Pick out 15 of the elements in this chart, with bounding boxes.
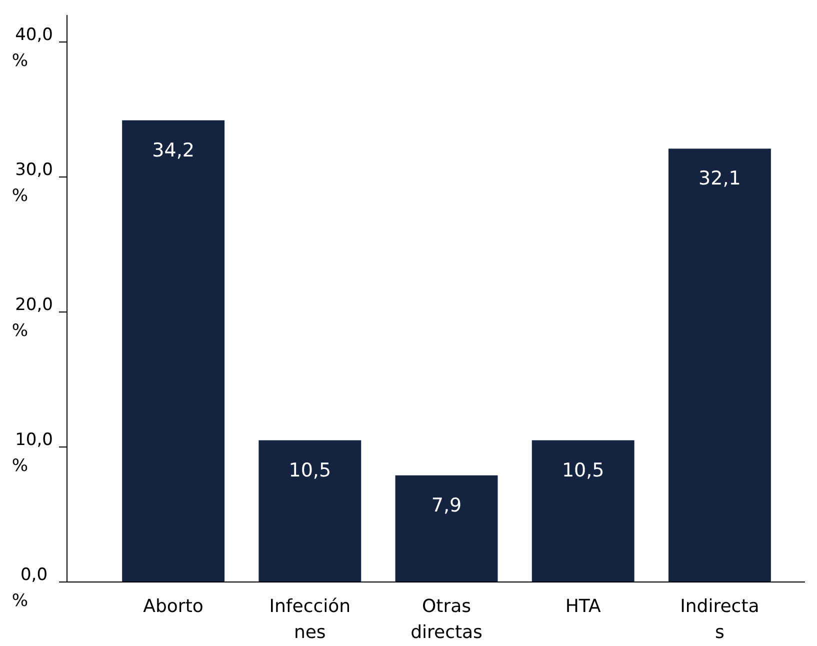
data-label: 32,1 <box>698 168 741 190</box>
x-tick-label: HTA <box>565 596 602 617</box>
data-label: 34,2 <box>152 139 194 162</box>
x-tick-label: Infección nes <box>269 596 351 643</box>
y-tick-label: 20,0 % <box>12 295 53 341</box>
y-tick-label: 40,0 % <box>12 25 53 71</box>
data-label: 7,9 <box>431 494 462 516</box>
x-tick-label: Otras directas <box>410 596 482 643</box>
y-tick-label: 30,0 % <box>12 160 53 206</box>
x-tick-label: Indirecta s <box>680 596 760 643</box>
data-label: 10,5 <box>562 459 604 482</box>
x-tick-label: Aborto <box>143 596 204 617</box>
data-label: 10,5 <box>288 459 332 482</box>
y-tick-label: 10,0 % <box>12 430 53 476</box>
y-tick-label: 0,0 % <box>12 565 48 611</box>
